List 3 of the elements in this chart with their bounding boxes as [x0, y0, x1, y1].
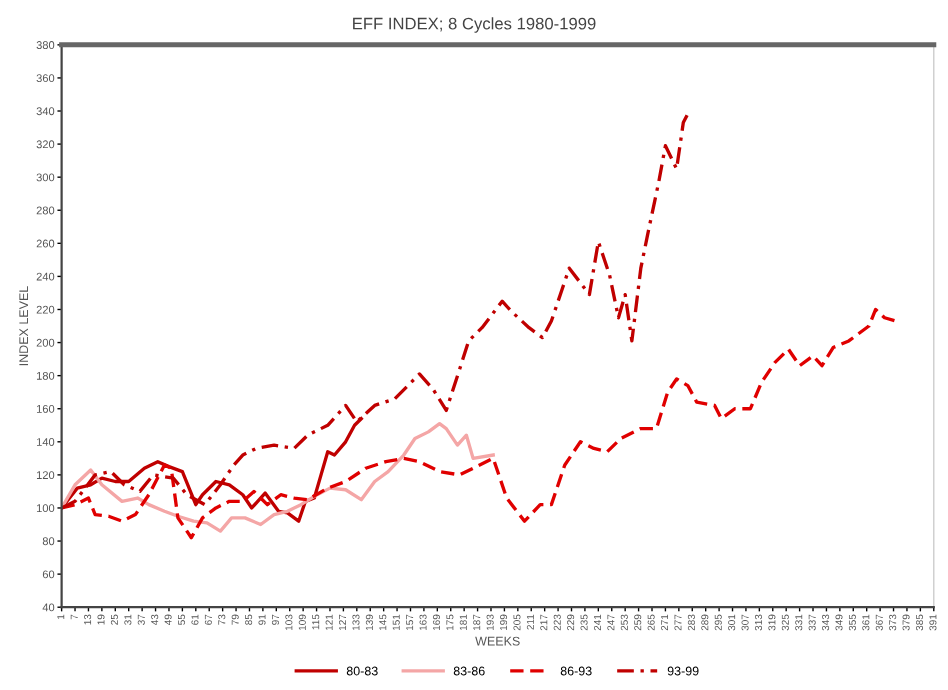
- line-series: [61, 307, 898, 540]
- chart-title: EFF INDEX; 8 Cycles 1980-1999: [353, 17, 596, 33]
- line-series: [61, 421, 495, 533]
